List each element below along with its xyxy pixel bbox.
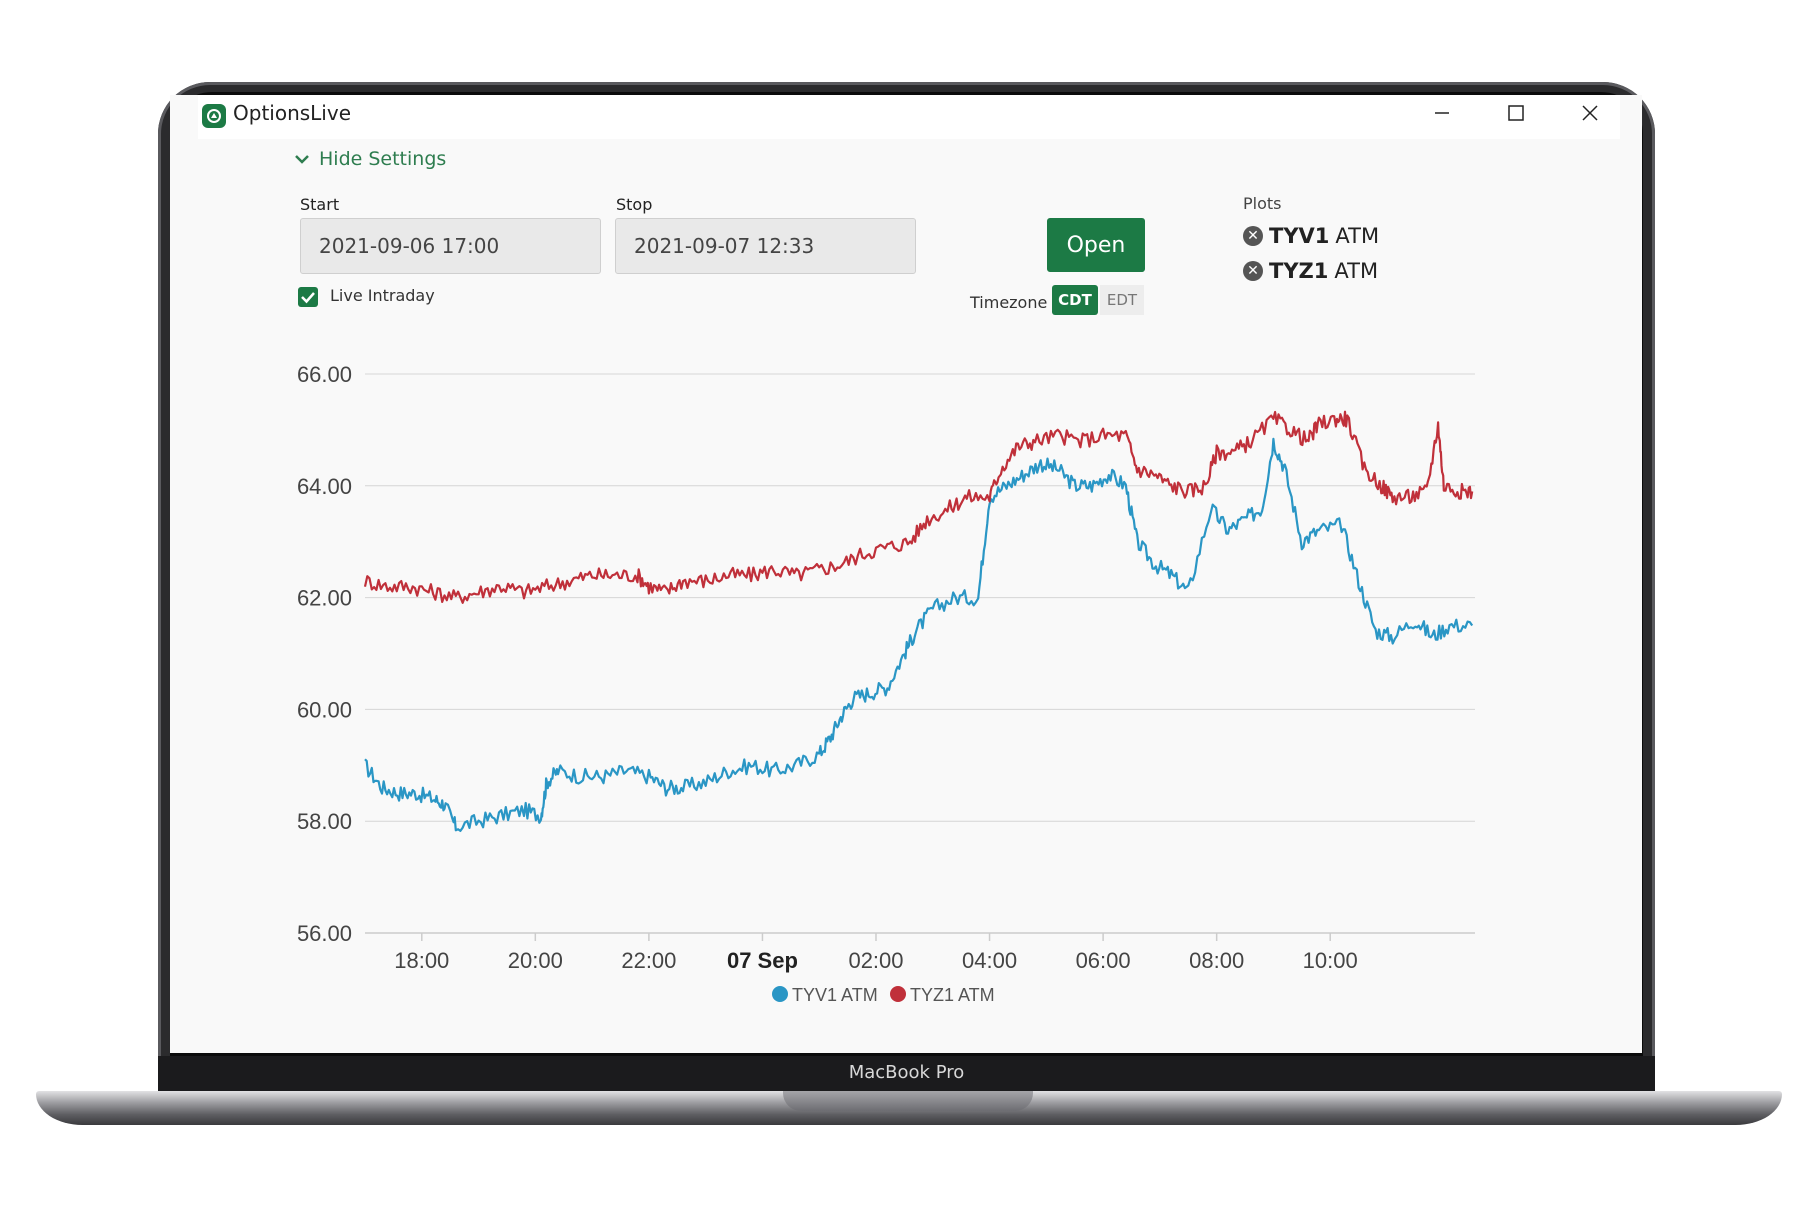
x-tick-label: 10:00 — [1303, 948, 1358, 973]
plot-suffix: ATM — [1335, 224, 1380, 248]
maximize-icon — [1508, 105, 1524, 121]
live-intraday-label: Live Intraday — [330, 286, 435, 305]
x-tick-label: 20:00 — [508, 948, 563, 973]
minimize-icon — [1435, 112, 1449, 114]
minimize-button[interactable] — [1419, 95, 1465, 131]
x-tick-label: 22:00 — [621, 948, 676, 973]
plot-symbol: TYZ1 — [1269, 259, 1329, 283]
live-intraday-checkbox[interactable] — [298, 287, 318, 307]
y-tick-label: 56.00 — [297, 921, 352, 946]
stop-datetime-input[interactable] — [615, 218, 916, 274]
close-icon — [1582, 105, 1598, 121]
remove-circle-icon[interactable]: ✕ — [1243, 226, 1263, 246]
y-tick-label: 58.00 — [297, 809, 352, 834]
chart-grid — [365, 373, 1475, 934]
x-tick-label: 08:00 — [1189, 948, 1244, 973]
y-axis: 56.00 58.00 60.00 62.00 64.00 66.00 — [297, 362, 352, 946]
close-button[interactable] — [1567, 95, 1613, 131]
remove-circle-icon[interactable]: ✕ — [1243, 261, 1263, 281]
chart-legend: TYV1 ATM TYZ1 ATM — [772, 985, 995, 1005]
plot-symbol: TYV1 — [1269, 224, 1330, 248]
start-label: Start — [300, 195, 340, 214]
x-axis: 18:00 20:00 22:00 07 Sep 02:00 04:00 06:00 08:0… — [365, 932, 1475, 973]
series-line-tyz1-atm — [363, 410, 1474, 604]
x-tick-label: 02:00 — [848, 948, 903, 973]
y-tick-label: 64.00 — [297, 474, 352, 499]
series-line-tyv1-atm — [364, 437, 1474, 832]
stop-label: Stop — [616, 195, 653, 214]
x-tick-label: 18:00 — [394, 948, 449, 973]
maximize-button[interactable] — [1493, 95, 1539, 131]
y-tick-label: 60.00 — [297, 697, 352, 722]
legend-marker — [772, 986, 788, 1002]
plot-chip-tyz1: ✕ TYZ1 ATM — [1243, 259, 1378, 283]
timezone-label: Timezone — [970, 293, 1048, 312]
timezone-edt-option[interactable]: EDT — [1100, 285, 1144, 315]
plots-label: Plots — [1243, 194, 1282, 213]
legend-marker — [890, 986, 906, 1002]
laptop-base-notch — [783, 1091, 1033, 1111]
plot-chip-tyv1: ✕ TYV1 ATM — [1243, 224, 1379, 248]
x-tick-label: 04:00 — [962, 948, 1017, 973]
device-label: MacBook Pro — [848, 1062, 965, 1083]
plot-suffix: ATM — [1334, 259, 1379, 283]
hide-settings-toggle[interactable]: Hide Settings — [295, 148, 446, 170]
y-tick-label: 66.00 — [297, 362, 352, 387]
laptop-bottom-bezel — [158, 1056, 1655, 1094]
legend-label[interactable]: TYV1 ATM — [792, 985, 878, 1005]
open-button[interactable]: Open — [1047, 218, 1145, 272]
checkmark-icon — [301, 292, 315, 304]
window-title: OptionsLive — [233, 101, 352, 125]
timezone-cdt-option[interactable]: CDT — [1052, 285, 1098, 315]
app-logo-icon — [202, 104, 226, 128]
legend-label[interactable]: TYZ1 ATM — [910, 985, 995, 1005]
start-datetime-input[interactable] — [300, 218, 601, 274]
y-tick-label: 62.00 — [297, 586, 352, 611]
chevron-down-icon — [295, 155, 309, 164]
x-tick-label: 07 Sep — [727, 948, 798, 973]
x-tick-label: 06:00 — [1076, 948, 1131, 973]
title-bar — [198, 95, 1620, 139]
hide-settings-label: Hide Settings — [319, 148, 447, 170]
chart-series — [363, 410, 1474, 832]
